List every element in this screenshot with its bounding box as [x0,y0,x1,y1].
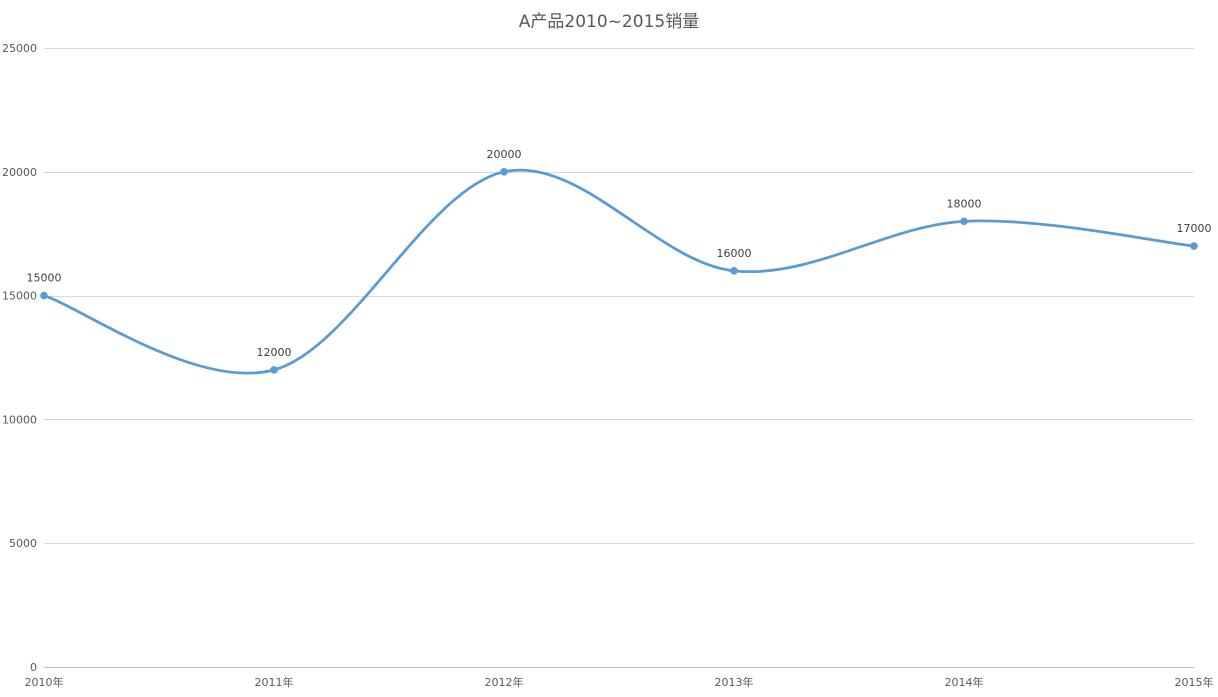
data-point [730,267,738,275]
data-point [1190,242,1198,250]
data-label: 12000 [257,346,292,359]
y-tick-label: 15000 [2,290,37,303]
series-layer [40,168,1198,375]
data-label: 15000 [27,272,62,285]
x-tick-label: 2011年 [255,675,294,689]
data-label: 18000 [947,197,982,210]
y-tick-label: 5000 [9,537,37,550]
axes: 0 5000 10000 15000 20000 25000 2010年 2011年 2012年… [2,42,1214,689]
data-point [500,168,508,176]
series-line [42,168,1196,375]
data-point [960,217,968,226]
data-point [40,291,48,300]
gridlines [44,48,1194,668]
chart-title: A产品2010~2015销量 [518,12,700,32]
x-tick-label: 2014年 [945,675,984,689]
data-labels: 15000 12000 20000 16000 18000 17000 [27,148,1212,359]
x-tick-label: 2013年 [715,675,754,689]
data-label: 20000 [487,148,522,161]
data-point [270,366,278,374]
data-label: 17000 [1177,222,1212,235]
x-tick-label: 2012年 [485,675,524,689]
y-tick-label: 0 [30,661,37,674]
x-tick-label: 2015年 [1175,675,1214,689]
x-tick-label: 2010年 [25,675,64,689]
data-label: 16000 [717,247,752,260]
y-tick-label: 25000 [2,42,37,55]
y-tick-label: 10000 [2,413,37,426]
y-tick-label: 20000 [2,166,37,179]
